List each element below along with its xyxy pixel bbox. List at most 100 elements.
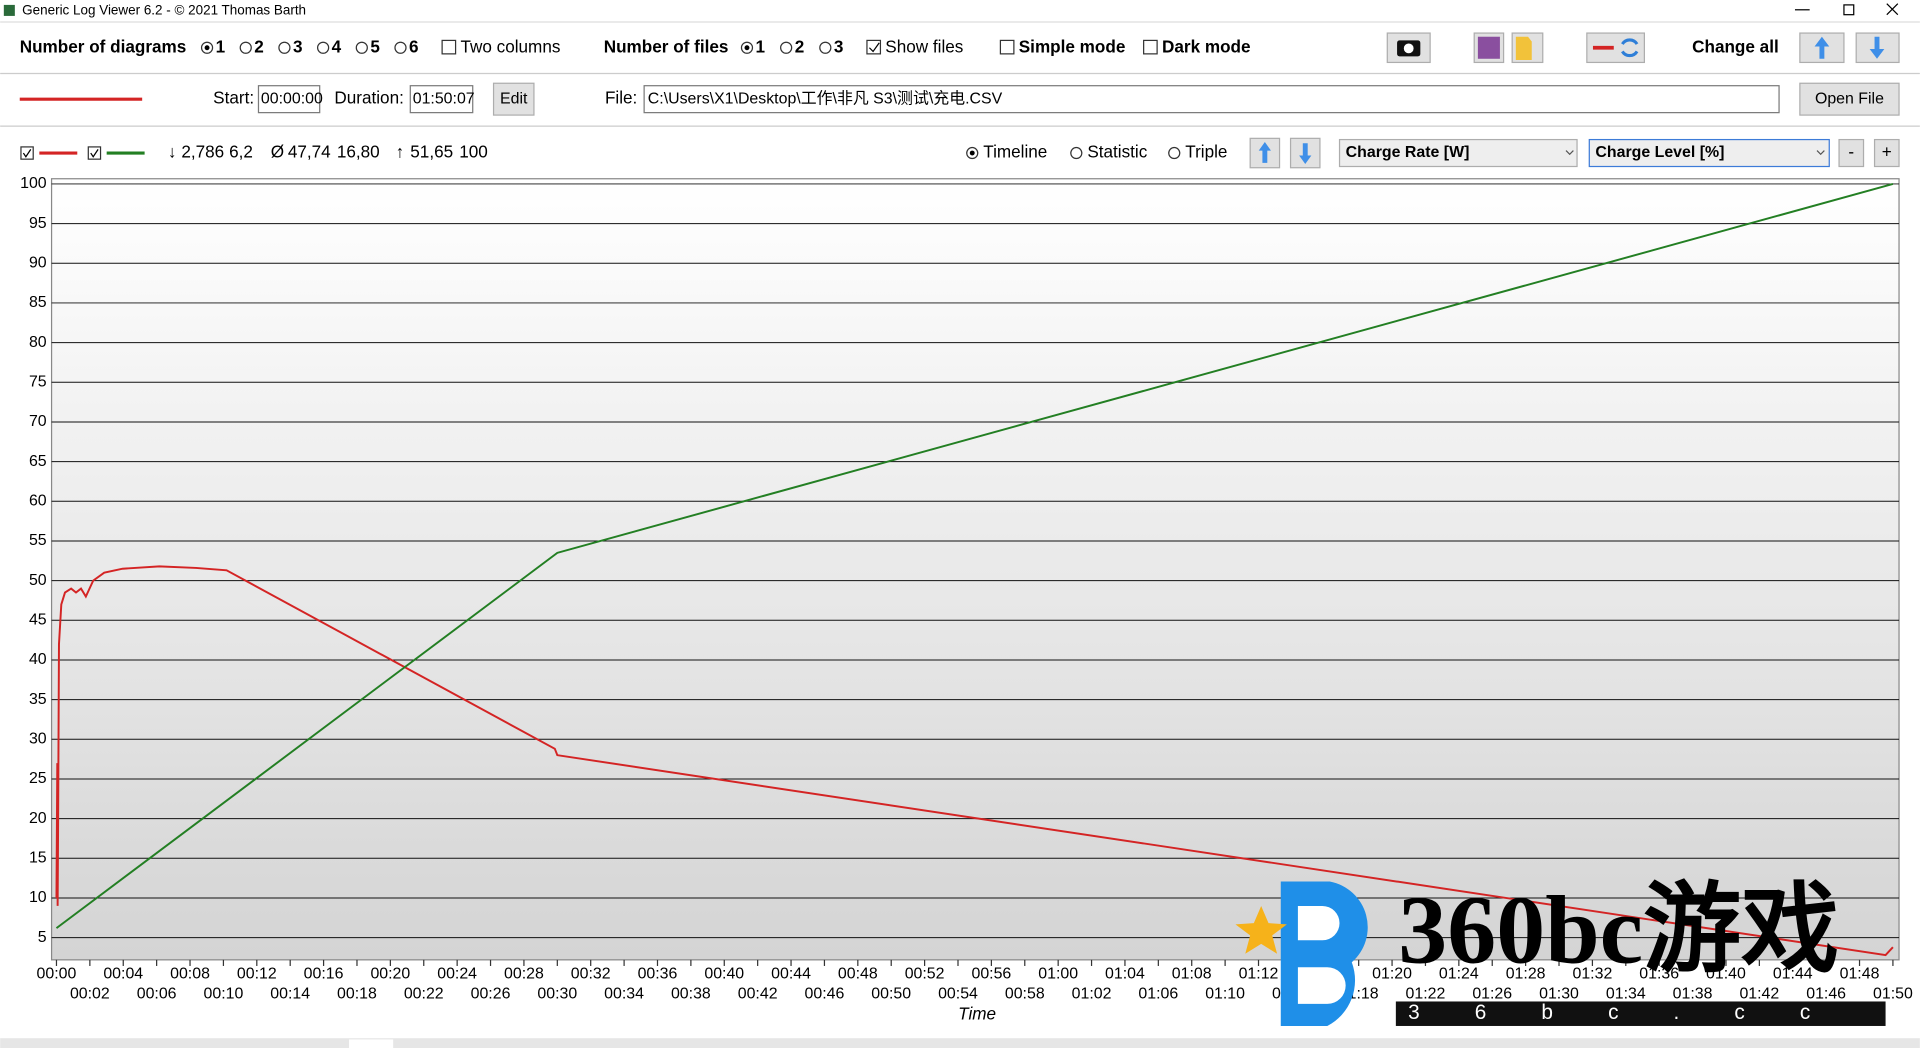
x-tick-label: 00:58: [1005, 985, 1045, 1002]
app-icon: [3, 4, 15, 16]
x-tick-label: 01:28: [1506, 966, 1546, 983]
down-icon: [1869, 36, 1885, 59]
x-tick-label: 00:48: [838, 966, 878, 983]
dropdown-value: Charge Rate [W]: [1346, 144, 1470, 161]
x-tick-label: 00:06: [137, 985, 177, 1002]
scrollbar[interactable]: [0, 1038, 1920, 1048]
radio[interactable]: [394, 41, 407, 54]
x-tick-label: 00:56: [971, 966, 1011, 983]
down-icon: [1299, 143, 1312, 165]
swap-arrows: [1621, 38, 1639, 58]
x-tick-label: 01:10: [1205, 985, 1245, 1002]
radio[interactable]: [1168, 146, 1181, 160]
radio[interactable]: [1070, 146, 1083, 160]
scroll-thumb[interactable]: [349, 1039, 394, 1048]
x-tick-label: 00:44: [771, 966, 811, 983]
button-label: Edit: [500, 90, 528, 107]
x-tick-label: 00:54: [938, 985, 978, 1002]
watermark-logo-hole: [1297, 905, 1346, 1004]
x-tick-label: 00:50: [871, 985, 911, 1002]
edit-button[interactable]: [492, 82, 535, 116]
up-icon: [1814, 36, 1830, 59]
y-tick-label: 65: [29, 453, 47, 470]
file-path: C:\Users\X1\Desktop\工作\非凡 S3\测试\充电.CSV: [648, 89, 1003, 107]
x-tick-label: 00:02: [70, 985, 110, 1002]
minus-button[interactable]: [1838, 138, 1865, 168]
x-tick-label: 01:24: [1439, 966, 1479, 983]
x-tick-label: 00:08: [170, 966, 210, 983]
stat-value: 6,2: [229, 142, 253, 162]
label: Dark mode: [1162, 36, 1251, 56]
y-tick-label: 60: [29, 492, 47, 509]
x-tick-label: 00:28: [504, 966, 544, 983]
x-tick-label: 00:40: [704, 966, 744, 983]
radio[interactable]: [239, 41, 252, 54]
label: Show files: [885, 36, 963, 56]
x-tick-label: 00:36: [638, 966, 678, 983]
plot: 5 10 15 20 25 30 35 40 45 50 55 60 65 70 75 80 85 90 95 100…: [20, 175, 1913, 1002]
radio-label: 4: [332, 36, 342, 56]
radio-dot: [744, 45, 750, 51]
y-tick-label: 100: [20, 175, 47, 192]
x-tick-label: 00:18: [337, 985, 377, 1002]
x-tick-label: 00:22: [404, 985, 444, 1002]
series-dropdown[interactable]: [1338, 138, 1578, 168]
checkbox[interactable]: [20, 146, 34, 160]
x-tick-label: 01:46: [1806, 985, 1846, 1002]
y-tick-label: 5: [38, 929, 47, 946]
x-tick-label: 01:06: [1138, 985, 1178, 1002]
start-input[interactable]: [257, 85, 321, 114]
radio-label: 1: [216, 36, 226, 56]
dropdown-value: Charge Level [%]: [1595, 144, 1724, 161]
duration-input[interactable]: [409, 85, 474, 114]
x-tick-label: 00:12: [237, 966, 277, 983]
series-line: [55, 182, 1894, 929]
checkbox[interactable]: [441, 39, 457, 55]
x-tick-label: 00:34: [604, 985, 644, 1002]
stat-value: 2,786: [181, 142, 224, 162]
button-label: +: [1882, 142, 1892, 162]
radio[interactable]: [316, 41, 330, 54]
radio-label: 6: [409, 36, 419, 56]
radio[interactable]: [819, 41, 832, 54]
x-tick-label: 01:30: [1539, 985, 1579, 1002]
radio-label: 5: [370, 36, 380, 56]
watermark: 360bc游戏 36bc.cc: [1235, 877, 1886, 1026]
view-label: Triple: [1185, 142, 1227, 162]
x-tick-label: 00:24: [437, 966, 477, 983]
series-dropdown[interactable]: [1588, 138, 1830, 168]
checkbox[interactable]: [1143, 39, 1158, 55]
x-tick-label: 01:20: [1372, 966, 1412, 983]
checkbox[interactable]: [87, 146, 102, 160]
x-tick-label: 00:42: [738, 985, 778, 1002]
x-tick-label: 00:00: [37, 966, 77, 983]
folder-icon: [1515, 36, 1532, 60]
caret: [1816, 150, 1825, 156]
x-tick-label: 01:22: [1406, 985, 1446, 1002]
radio-dot: [969, 150, 975, 156]
x-tick-label: 00:38: [671, 985, 711, 1002]
open-file-button[interactable]: [1799, 82, 1900, 116]
x-tick-label: 01:34: [1606, 985, 1646, 1002]
x-tick-label: 00:26: [471, 985, 511, 1002]
caret: [1565, 150, 1574, 156]
radio[interactable]: [355, 41, 368, 54]
check: [868, 42, 880, 53]
x-tick-label: 01:26: [1472, 985, 1512, 1002]
checkbox[interactable]: [866, 39, 882, 55]
checkbox[interactable]: [999, 39, 1015, 55]
y-tick-label: 75: [29, 373, 47, 390]
radio[interactable]: [278, 41, 291, 54]
restore[interactable]: [1843, 4, 1855, 16]
y-tick-label: 95: [29, 215, 47, 232]
label: File:: [605, 88, 637, 108]
close[interactable]: [1886, 3, 1899, 16]
series-line: [55, 565, 1894, 957]
label: Start:: [213, 88, 254, 108]
button-label: -: [1848, 142, 1854, 162]
radio[interactable]: [780, 41, 793, 54]
file-input[interactable]: [643, 85, 1780, 114]
stat-value: 51,65: [410, 142, 453, 162]
plot-area: [50, 178, 1900, 961]
plus-button[interactable]: [1873, 138, 1900, 168]
